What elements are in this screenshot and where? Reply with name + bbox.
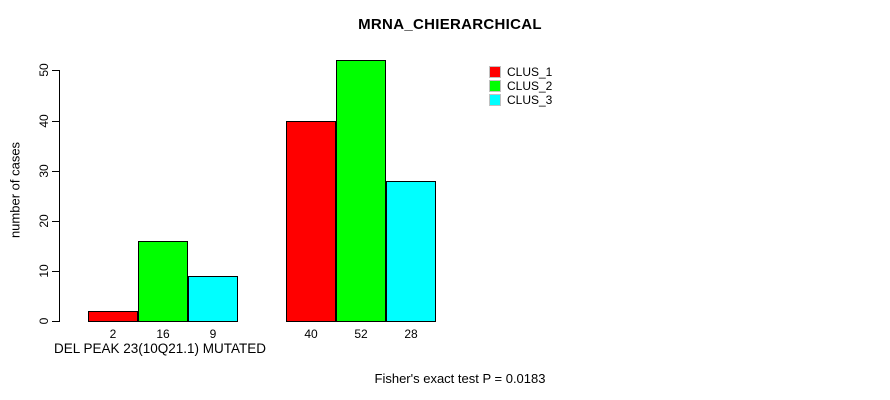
bar-value-label: 40 [304,327,318,341]
x-axis-group-label: DEL PEAK 23(10Q21.1) MUTATED [53,341,267,356]
legend: CLUS_1 CLUS_2 CLUS_3 [489,66,552,108]
bar-clus_2-group2 [336,60,386,322]
footer-stat-note: Fisher's exact test P = 0.0183 [374,371,546,386]
y-tick-label: 20 [37,214,51,228]
y-tick-label: 10 [37,264,51,278]
bar-clus_3-group2 [386,181,436,322]
y-tick-label: 30 [37,164,51,178]
bar-clus_1-group1 [88,311,138,322]
bar-value-label: 16 [156,327,170,341]
y-tick [52,171,60,172]
y-tick [52,121,60,122]
y-tick-label: 0 [37,317,51,325]
y-tick-label: 50 [37,63,51,77]
y-tick [52,70,60,71]
bar-clus_2-group1 [138,241,188,322]
legend-item-clus_2: CLUS_2 [489,80,552,93]
bar-value-label: 52 [354,327,368,341]
bar-value-label: 28 [404,327,418,341]
legend-item-clus_3: CLUS_3 [489,94,552,107]
bar-value-label: 9 [209,327,217,341]
legend-swatch-icon [489,66,501,79]
y-tick [52,221,60,222]
legend-label: CLUS_1 [507,65,553,79]
y-axis-label: number of cases [7,141,23,239]
y-tick-label: 40 [37,114,51,128]
legend-item-clus_1: CLUS_1 [489,66,552,79]
bar-value-label: 2 [109,327,117,341]
bar-clus_3-group1 [188,276,238,322]
y-tick [52,271,60,272]
legend-swatch-icon [489,80,501,93]
legend-label: CLUS_2 [507,79,553,93]
y-axis-line [59,70,60,321]
y-tick [52,321,60,322]
chart-title: MRNA_CHIERARCHICAL [358,16,542,33]
legend-swatch-icon [489,94,501,107]
legend-label: CLUS_3 [507,93,553,107]
bar-clus_1-group2 [286,121,336,322]
